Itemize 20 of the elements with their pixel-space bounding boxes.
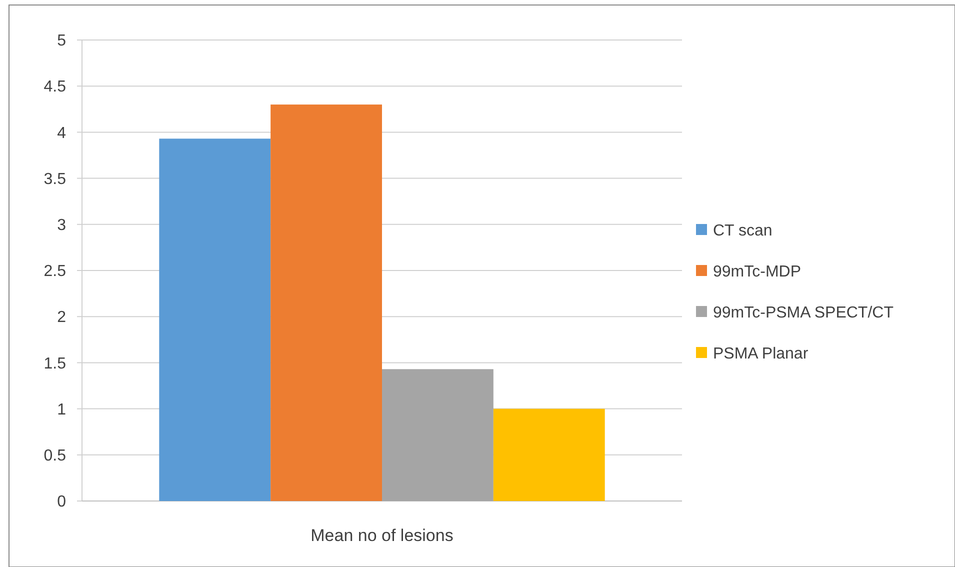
legend-label: PSMA Planar xyxy=(713,346,809,363)
y-tick-label: 4 xyxy=(57,124,66,142)
legend-label: CT scan xyxy=(713,222,772,240)
y-tick-label: 2.5 xyxy=(44,263,66,280)
legend-label: 99mTc-PSMA SPECT/CT xyxy=(713,304,894,322)
y-tick-label: 5 xyxy=(57,32,66,50)
y-tick-label: 1.5 xyxy=(44,355,66,372)
y-tick-label: 3.5 xyxy=(44,170,66,188)
bar xyxy=(270,104,382,501)
y-tick-label: 4.5 xyxy=(44,78,66,96)
bar xyxy=(493,408,605,501)
x-tick-label: Mean no of lesions xyxy=(310,526,454,545)
bar xyxy=(382,369,494,501)
y-tick-label: 2 xyxy=(57,309,66,326)
y-tick-label: 1 xyxy=(57,401,66,418)
bar xyxy=(159,138,271,501)
y-tick-label: 0.5 xyxy=(44,448,66,464)
y-tick-label: 0 xyxy=(57,494,66,511)
y-tick-label: 3 xyxy=(57,217,66,234)
legend-label: 99mTc-MDP xyxy=(713,264,802,281)
